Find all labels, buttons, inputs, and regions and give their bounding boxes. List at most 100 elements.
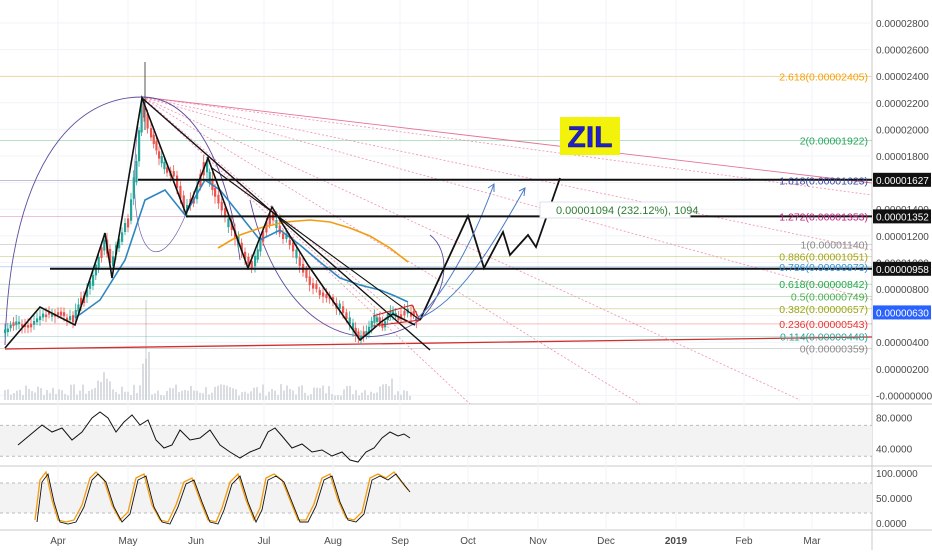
candle-body[interactable] (130, 199, 133, 221)
candle-body[interactable] (12, 322, 15, 326)
candle-body[interactable] (318, 289, 321, 296)
candle-body[interactable] (57, 312, 60, 315)
candle-body[interactable] (100, 247, 103, 259)
candle-body[interactable] (220, 201, 223, 211)
candle-body[interactable] (360, 335, 363, 341)
candle-body[interactable] (268, 213, 271, 225)
candle-body[interactable] (42, 313, 45, 318)
candle-body[interactable] (48, 311, 51, 315)
candle-body[interactable] (152, 134, 155, 145)
candle-body[interactable] (322, 292, 325, 297)
price-axis[interactable]: 0.00002800 0.00002600 0.00002400 0.00002200… (873, 19, 932, 402)
candle-body[interactable] (63, 312, 66, 317)
candle-body[interactable] (345, 312, 348, 320)
candle-body[interactable] (109, 248, 112, 263)
candle-body[interactable] (244, 251, 247, 259)
candle-body[interactable] (397, 316, 400, 321)
candle-body[interactable] (308, 276, 311, 286)
candle-body[interactable] (6, 328, 9, 333)
candle-body[interactable] (36, 318, 39, 323)
candle-body[interactable] (389, 311, 392, 318)
candle-body[interactable] (403, 310, 406, 316)
candle-body[interactable] (247, 256, 250, 264)
candle-body[interactable] (332, 297, 335, 303)
candle-body[interactable] (348, 317, 351, 325)
candle-body[interactable] (86, 289, 89, 298)
candle-body[interactable] (18, 321, 21, 325)
measure-tool[interactable]: 0.00001094 (232.12%), 1094 (539, 201, 699, 219)
candle-body[interactable] (357, 331, 360, 339)
candle-body[interactable] (292, 242, 295, 252)
candle-body[interactable] (155, 141, 158, 151)
candle-body[interactable] (33, 321, 36, 325)
candle-body[interactable] (127, 218, 130, 228)
candle-body[interactable] (368, 326, 371, 334)
trendline-down-2[interactable] (211, 167, 421, 321)
candles-layer[interactable] (4, 62, 418, 345)
support-line[interactable] (4, 336, 873, 350)
candle-body[interactable] (295, 249, 298, 259)
candle-body[interactable] (182, 195, 185, 209)
candle-body[interactable] (282, 233, 285, 239)
candle-body[interactable] (254, 255, 257, 267)
candle-body[interactable] (250, 260, 253, 268)
candle-body[interactable] (288, 239, 291, 246)
candle-body[interactable] (342, 306, 345, 313)
candle-body[interactable] (365, 331, 368, 336)
candle-body[interactable] (160, 156, 163, 164)
candle-body[interactable] (240, 242, 243, 252)
trendline-down[interactable] (141, 97, 431, 351)
candle-body[interactable] (27, 325, 30, 328)
candle-body[interactable] (362, 331, 365, 336)
candle-body[interactable] (163, 161, 166, 170)
candle-body[interactable] (45, 314, 48, 318)
candle-body[interactable] (51, 314, 54, 317)
candle-body[interactable] (158, 151, 161, 159)
candle-body[interactable] (39, 316, 42, 321)
candle-body[interactable] (227, 218, 230, 228)
candle-body[interactable] (124, 223, 127, 233)
candle-body[interactable] (262, 231, 265, 242)
candle-body[interactable] (30, 323, 33, 328)
horizontal-levels-layer[interactable] (50, 178, 872, 270)
candle-body[interactable] (143, 102, 146, 118)
candle-body[interactable] (373, 316, 376, 323)
candle-body[interactable] (74, 309, 77, 317)
pennant[interactable] (372, 304, 421, 327)
candle-body[interactable] (89, 281, 92, 289)
candle-body[interactable] (412, 311, 415, 316)
candle-body[interactable] (256, 249, 259, 260)
candle-body[interactable] (132, 177, 135, 199)
candle-body[interactable] (146, 113, 149, 129)
projection-path[interactable] (419, 177, 561, 321)
candle-body[interactable] (354, 327, 357, 336)
candle-body[interactable] (24, 324, 27, 328)
candle-body[interactable] (285, 233, 288, 239)
candle-body[interactable] (315, 283, 318, 290)
candle-body[interactable] (103, 239, 106, 251)
candle-body[interactable] (94, 264, 97, 276)
candle-body[interactable] (230, 221, 233, 231)
candle-body[interactable] (97, 256, 100, 268)
rsi-panel[interactable]: 80.0000 40.0000 (0, 411, 913, 463)
candle-body[interactable] (77, 304, 80, 312)
candle-body[interactable] (166, 167, 169, 173)
candle-body[interactable] (60, 311, 63, 316)
candle-body[interactable] (150, 128, 153, 138)
candle-body[interactable] (176, 175, 179, 189)
candle-body[interactable] (9, 324, 12, 329)
swing-path[interactable] (4, 94, 416, 349)
candle-body[interactable] (15, 321, 18, 326)
candle-body[interactable] (138, 130, 141, 162)
projection-arrow-1[interactable] (414, 183, 495, 321)
candle-body[interactable] (312, 283, 315, 289)
candle-body[interactable] (370, 320, 373, 328)
candle-body[interactable] (378, 317, 381, 323)
candle-body[interactable] (325, 294, 328, 299)
candle-body[interactable] (66, 317, 69, 322)
candle-body[interactable] (186, 205, 189, 212)
candle-body[interactable] (92, 275, 95, 286)
candle-body[interactable] (118, 238, 121, 249)
